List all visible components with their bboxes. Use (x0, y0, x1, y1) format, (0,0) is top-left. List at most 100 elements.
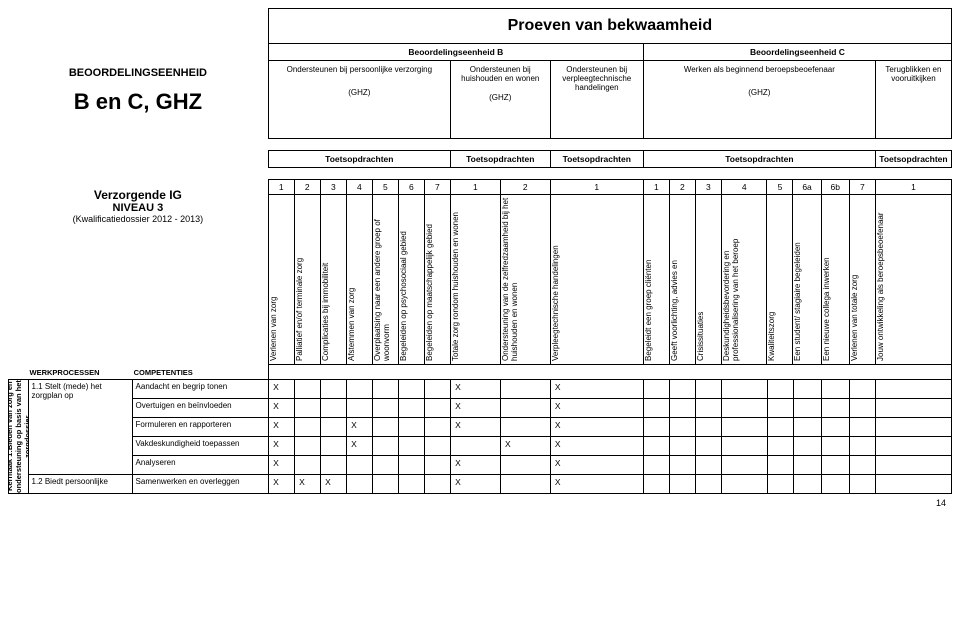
vcol: Palliatief en/of terminale zorg (294, 195, 320, 365)
matrix-cell (425, 418, 451, 437)
num-col: 7 (849, 180, 875, 195)
colgroup-b2-sub: (GHZ) (453, 93, 548, 102)
competenties-header: COMPETENTIES (132, 365, 269, 380)
matrix-cell: X (269, 437, 295, 456)
vcol: Verpleegtechnische handelingen (550, 195, 643, 365)
toets-1: Toetsopdrachten (268, 151, 450, 168)
vcol: Overplaatsing naar een andere groep of w… (372, 195, 398, 365)
matrix-cell (793, 418, 821, 437)
matrix-cell (295, 399, 321, 418)
matrix-cell (696, 437, 722, 456)
competentie-cell: Overtuigen en beïnvloeden (132, 399, 269, 418)
num-col: 3 (695, 180, 721, 195)
matrix-cell: X (451, 456, 501, 475)
matrix-cell (644, 475, 670, 494)
num-col: 1 (643, 180, 669, 195)
matrix-cell (670, 399, 696, 418)
matrix-cell (644, 437, 670, 456)
matrix-cell: X (347, 418, 373, 437)
num-col: 6a (793, 180, 821, 195)
vcol: Deskundigheidsbevordering en professiona… (721, 195, 767, 365)
matrix-cell (295, 437, 321, 456)
matrix-cell (321, 456, 347, 475)
toets-5: Toetsopdrachten (875, 151, 951, 168)
matrix-cell: X (451, 399, 501, 418)
matrix-cell (644, 456, 670, 475)
colgroup-b3: Ondersteunen bij verpleegtechnische hand… (553, 65, 641, 92)
matrix-cell (644, 418, 670, 437)
matrix-cell (875, 437, 951, 456)
vcol: Complicaties bij immobiliteit (320, 195, 346, 365)
matrix-cell: X (451, 475, 501, 494)
matrix-cell (849, 456, 875, 475)
matrix-cell (321, 399, 347, 418)
num-col: 6b (821, 180, 849, 195)
matrix-cell (670, 418, 696, 437)
matrix-cell (399, 437, 425, 456)
matrix-cell (321, 418, 347, 437)
vcol: Afstemmen van zorg (346, 195, 372, 365)
matrix-cell (821, 456, 849, 475)
matrix-cell: X (269, 456, 295, 475)
beoord-heading: BEOORDELINGSEENHEID (11, 67, 265, 79)
vcol: Totale zorg rondom huishouden en wonen (450, 195, 500, 365)
matrix-cell (722, 475, 768, 494)
kerntaak-side-label: Kerntaak 1:Bieden van zorg en ondersteun… (9, 380, 29, 494)
num-col: 2 (294, 180, 320, 195)
matrix-cell (295, 418, 321, 437)
num-col: 4 (721, 180, 767, 195)
matrix-cell: X (550, 418, 643, 437)
num-col: 7 (424, 180, 450, 195)
matrix-cell (425, 456, 451, 475)
matrix-cell (347, 475, 373, 494)
matrix-cell: X (269, 399, 295, 418)
competentie-cell: Vakdeskundigheid toepassen (132, 437, 269, 456)
matrix-cell (670, 437, 696, 456)
page-title: Proeven van bekwaamheid (268, 9, 951, 44)
matrix-cell: X (500, 437, 550, 456)
matrix-cell (500, 456, 550, 475)
matrix-cell (793, 380, 821, 399)
matrix-cell (500, 418, 550, 437)
matrix-cell (347, 456, 373, 475)
matrix-cell (373, 380, 399, 399)
colgroup-c2: Terugblikken en vooruitkijken (878, 65, 949, 83)
vcol: Geeft voorlichting, advies en (669, 195, 695, 365)
matrix-cell: X (550, 475, 643, 494)
matrix-cell (373, 475, 399, 494)
matrix-cell (821, 437, 849, 456)
matrix-cell: X (550, 399, 643, 418)
matrix-cell (696, 399, 722, 418)
vcol: Ondersteuning van de zelfredzaamheid bij… (500, 195, 550, 365)
vcol: Crisissituaties (695, 195, 721, 365)
matrix-cell (767, 456, 793, 475)
beoord-code: B en C, GHZ (11, 89, 265, 115)
toets-4: Toetsopdrachten (643, 151, 875, 168)
matrix-cell (373, 437, 399, 456)
matrix-cell: X (550, 437, 643, 456)
matrix-cell (670, 475, 696, 494)
competentie-cell: Samenwerken en overleggen (132, 475, 269, 494)
vcol: Begeleidt een groep cliënten (643, 195, 669, 365)
matrix-cell (399, 456, 425, 475)
matrix-cell: X (451, 380, 501, 399)
matrix-cell (321, 380, 347, 399)
matrix-cell (767, 475, 793, 494)
competentie-cell: Analyseren (132, 456, 269, 475)
matrix-cell (722, 437, 768, 456)
matrix-cell (821, 399, 849, 418)
matrix-cell (670, 456, 696, 475)
page-number: 14 (8, 498, 952, 508)
colgroup-b1-sub: (GHZ) (271, 88, 448, 97)
num-col: 6 (398, 180, 424, 195)
colgroup-b1: Ondersteunen bij persoonlijke verzorging (271, 65, 448, 74)
competentie-cell: Formuleren en rapporteren (132, 418, 269, 437)
num-col: 3 (320, 180, 346, 195)
matrix-cell (295, 456, 321, 475)
qualif-line3: (Kwalificatiedossier 2012 - 2013) (12, 214, 264, 224)
matrix-cell (347, 380, 373, 399)
matrix-cell (500, 380, 550, 399)
matrix-cell (821, 418, 849, 437)
matrix-cell (793, 399, 821, 418)
matrix-cell (373, 399, 399, 418)
